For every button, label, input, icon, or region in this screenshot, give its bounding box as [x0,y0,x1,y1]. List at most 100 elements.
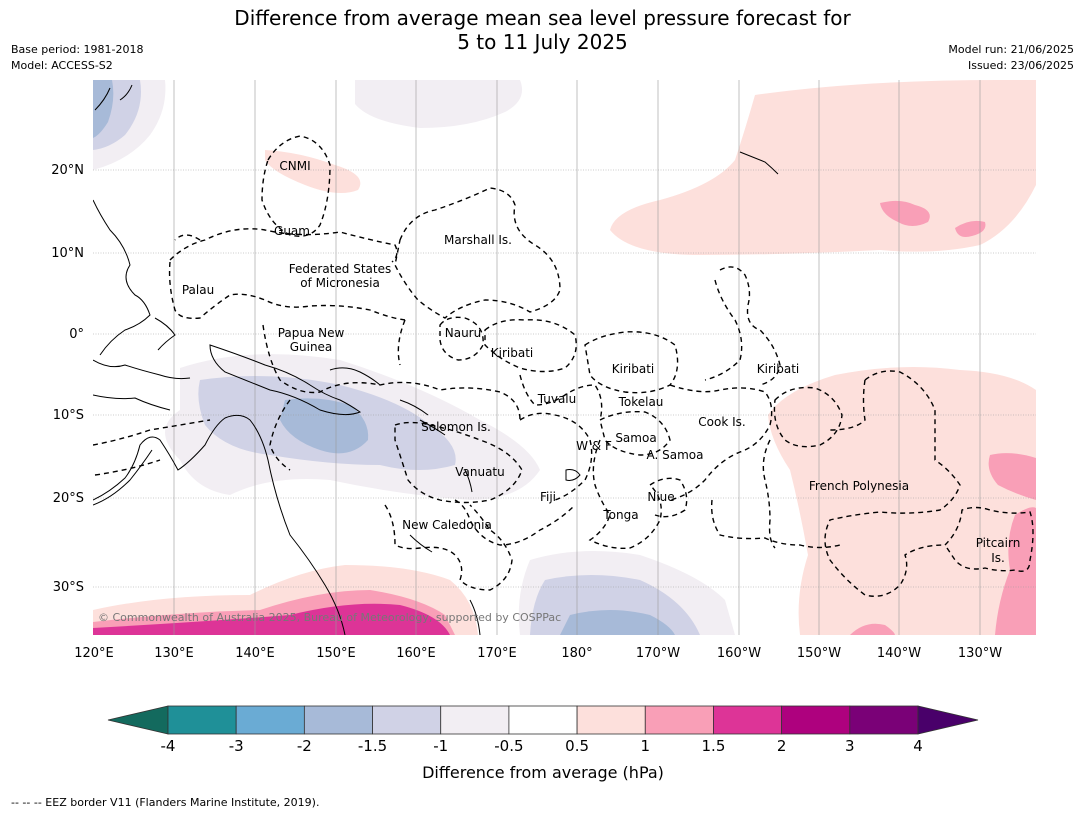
eez-border [649,477,688,518]
eez-border [599,410,671,456]
lat-label: 10°S [53,408,84,423]
eez-border [394,187,561,319]
map-title: Difference from average mean sea level p… [0,6,1085,54]
label-cnmi: CNMI [279,159,310,173]
fiji-coast [565,469,581,481]
australia-coast [93,414,346,635]
new-caledonia-coast [409,534,433,553]
colorbar-swatch [372,705,442,735]
philippines-coast [93,199,151,356]
label-american-samoa: A. Samoa [647,448,704,462]
colorbar-swatch [781,705,851,735]
eez-border [168,261,406,321]
colorbar-tick-label: 4 [913,737,923,755]
colorbar-tick-label: -0.5 [494,737,523,755]
graticule [93,80,1036,635]
label-fsm-1: Federated States [289,262,391,276]
label-tokelau: Tokelau [618,395,664,409]
label-kiribati-central: Kiribati [612,362,654,376]
lat-label: 20°S [53,491,84,506]
anomaly-pos-1-east [988,453,1036,500]
label-tonga: Tonga [602,508,638,522]
eez-border [169,228,398,263]
japan-coast [119,84,133,101]
anomaly-neg-15-nw [93,80,114,138]
new-britain-coast [329,367,381,386]
vanuatu-coast [464,469,473,493]
colorbar-swatch [849,705,919,735]
label-fiji: Fiji [540,490,556,504]
indonesia-coast-2 [93,394,171,411]
colorbar-swatch [167,705,237,735]
title-line-1: Difference from average mean sea level p… [234,6,851,30]
anomaly-pos-1-bottom-mid [850,623,895,635]
label-solomon: Solomon Is. [421,420,491,434]
eez-border [704,279,743,381]
colorbar-tick-label: 1 [640,737,650,755]
model-name: Model: ACCESS-S2 [11,59,113,72]
new-guinea-coast [209,344,362,416]
eez-border [93,419,211,446]
colorbar-tick-label: -4 [161,737,176,755]
anomaly-neg-15-south [560,610,675,635]
colorbar-tick-label: 0.5 [565,737,589,755]
colorbar-label: Difference from average (hPa) [422,763,664,782]
label-french-polynesia: French Polynesia [809,479,909,493]
colorbar-tick-label: -1 [433,737,448,755]
label-vanuatu: Vanuatu [455,465,505,479]
colorbar-tick-label: -3 [229,737,244,755]
anomaly-pos-05-cnmi [265,150,361,194]
anomaly-neg-15-png [280,398,369,454]
label-tuvalu: Tuvalu [537,392,577,406]
label-wallis-futuna: W & F [576,439,612,453]
eez-border [762,439,776,549]
lat-label: 0° [69,327,84,342]
map-plot-area: CNMI Guam Marshall Is. Federated States … [93,80,1036,635]
issued-date: Issued: 23/06/2025 [967,59,1074,72]
lon-label: 150°W [797,646,841,661]
lon-label: 160°E [396,646,436,661]
colorbar-extend-high [917,705,979,735]
colorbar-tick-label: -2 [297,737,312,755]
colorbar-extend-low [107,705,169,735]
lon-label: 180° [561,646,592,661]
eez-legend: -- -- -- EEZ border V11 (Flanders Marine… [11,796,320,809]
anomaly-pos-1-se [995,507,1036,635]
label-palau: Palau [182,283,214,297]
anomaly-pos-05-ne [610,80,1036,255]
eez-border [261,135,331,237]
lon-label: 140°E [235,646,275,661]
label-niue: Niue [647,490,674,504]
base-period: Base period: 1981-2018 [11,43,144,56]
eez-border [584,331,679,394]
label-kiribati-west: Kiribati [491,346,533,360]
anomaly-pos-15-sw [93,603,450,635]
solomon-coast-2 [419,419,446,436]
longitude-labels: 120°E 130°E 140°E 150°E 160°E 170°E 180°… [74,646,1002,661]
colorbar-tick-label: -1.5 [358,737,387,755]
lon-label: 170°E [477,646,517,661]
lon-label: 130°E [154,646,194,661]
label-guam: Guam [274,224,310,238]
anomaly-pos-1-ne-a [880,200,930,226]
colorbar-swatch [576,705,646,735]
colorbar-swatch [440,705,510,735]
colorbar-swatch [235,705,305,735]
eez-border [262,324,521,421]
anomaly-neg-05-north [355,80,523,128]
eez-borders [93,135,1034,597]
taiwan-coast [94,87,111,111]
region-labels: CNMI Guam Marshall Is. Federated States … [182,159,1020,565]
label-samoa: Samoa [615,431,656,445]
coastlines [93,84,779,635]
eez-border [519,374,603,421]
label-pitcairn-2: Is. [991,551,1005,565]
lon-label: 120°E [74,646,114,661]
meta-left: Base period: 1981-2018 Model: ACCESS-S2 [11,42,143,74]
label-kiribati-east: Kiribati [757,362,799,376]
eez-border [710,499,841,549]
lon-label: 150°E [316,646,356,661]
eez-border [588,439,662,550]
latitude-labels: 20°N 10°N 0° 10°S 20°S 30°S [51,163,84,595]
